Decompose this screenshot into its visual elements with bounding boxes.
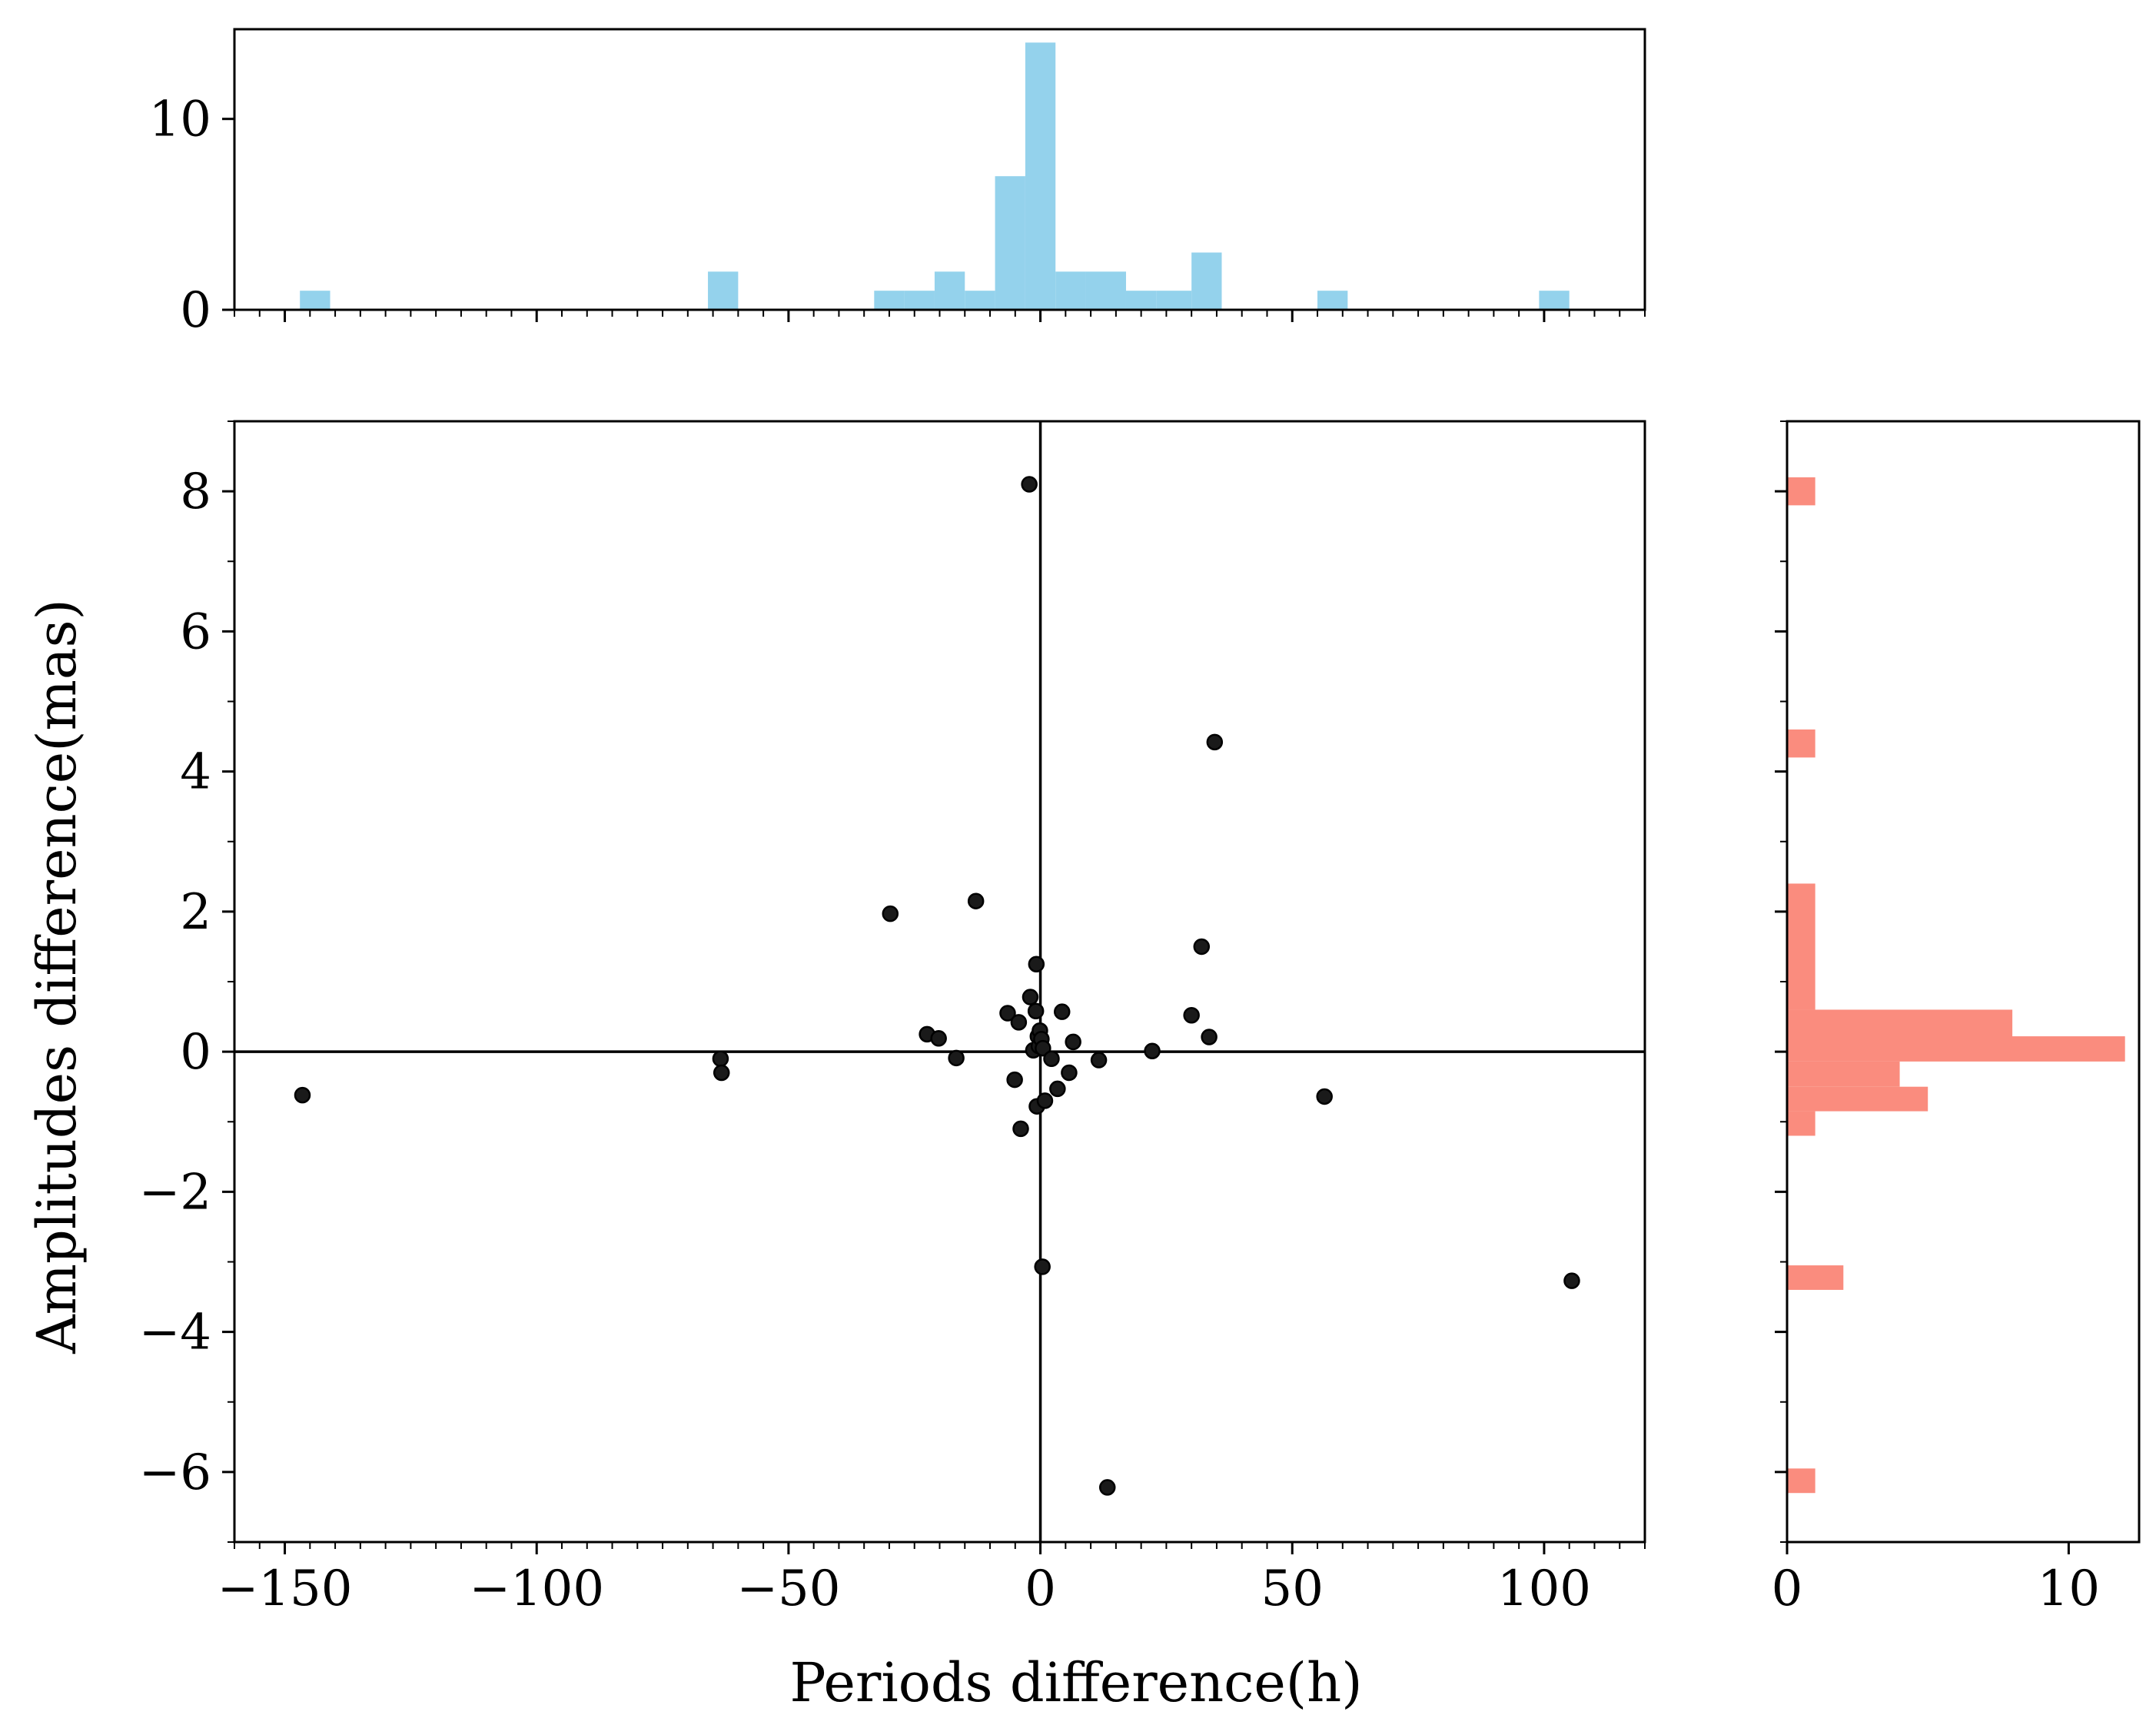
scatter-point-38 — [1563, 1272, 1580, 1289]
scatter-point-29 — [1065, 1033, 1081, 1051]
top-hist-bar-14 — [1539, 291, 1570, 310]
top-hist-bar-12 — [1191, 252, 1222, 310]
y-tick-label: 8 — [180, 464, 211, 520]
scatter-point-0 — [294, 1086, 311, 1104]
right-hist-bar-0 — [1787, 477, 1815, 506]
top-hist-bar-3 — [904, 291, 935, 310]
scatter-point-11 — [1012, 1120, 1029, 1138]
y-tick-label: 6 — [180, 603, 211, 660]
y-axis-title: Amplitudes difference(mas) — [25, 599, 88, 1354]
scatter-point-10 — [1010, 1014, 1028, 1031]
x-tick-label: −100 — [469, 1561, 604, 1617]
top-hist-bar-8 — [1055, 271, 1086, 310]
x-tick-label: −150 — [218, 1561, 353, 1617]
right-hist-bar-9 — [1787, 1468, 1815, 1494]
right-hist-bar-2 — [1787, 883, 1815, 1010]
scatter-point-34 — [1193, 938, 1211, 956]
scatter-point-23 — [1034, 1258, 1051, 1275]
scatter-point-15 — [1027, 1002, 1045, 1020]
scatter-point-31 — [1098, 1479, 1116, 1496]
scatter-point-7 — [967, 892, 985, 909]
right-histogram: 0 10 — [1772, 420, 2141, 1617]
y-tick-label: −4 — [139, 1305, 211, 1361]
y-tick-label: 2 — [180, 884, 211, 941]
y-tick-label: −6 — [139, 1444, 211, 1501]
top-hist-bar-11 — [1156, 291, 1192, 310]
scatter-point-9 — [1006, 1071, 1023, 1089]
scatter-point-32 — [1144, 1042, 1161, 1059]
right-hist-bar-8 — [1787, 1265, 1844, 1290]
scatter-point-5 — [930, 1030, 947, 1047]
right-hist-bar-7 — [1787, 1111, 1815, 1136]
scatter-point-26 — [1049, 1080, 1066, 1098]
top-y-tick-label: 0 — [180, 282, 211, 339]
scatter-point-35 — [1201, 1029, 1218, 1045]
scatter-point-1 — [712, 1050, 729, 1067]
top-hist-bar-4 — [934, 271, 965, 310]
top-y-tick-label: 10 — [149, 91, 211, 148]
y-tick-label: 4 — [180, 744, 211, 801]
scatter-point-8 — [999, 1005, 1016, 1022]
scatter-point-22 — [1035, 1039, 1051, 1057]
right-hist-bar-4 — [1787, 1036, 2125, 1062]
scatter-point-28 — [1061, 1064, 1078, 1082]
top-hist-bar-0 — [300, 291, 331, 310]
x-axis-title: Periods difference(h) — [789, 1651, 1362, 1714]
right-x-tick-label: 10 — [2038, 1561, 2100, 1617]
scatter-point-30 — [1090, 1052, 1108, 1069]
right-x-tick-label: 0 — [1772, 1561, 1803, 1617]
scatter-point-37 — [1316, 1088, 1333, 1105]
right-hist-frame — [1786, 420, 2141, 1544]
top-hist-bar-5 — [965, 291, 995, 310]
top-hist-bar-10 — [1125, 291, 1157, 310]
y-tick-label: 0 — [180, 1024, 211, 1081]
right-hist-bar-1 — [1787, 729, 1815, 758]
x-tick-label: 100 — [1497, 1561, 1591, 1617]
top-hist-bar-1 — [708, 271, 739, 310]
scatter-point-24 — [1036, 1092, 1054, 1109]
right-hist-bar-6 — [1787, 1086, 1928, 1112]
scatter-point-3 — [882, 905, 899, 922]
right-hist-bar-5 — [1787, 1061, 1900, 1087]
top-histogram: 0 10 — [149, 28, 1646, 339]
scatter-point-36 — [1206, 733, 1224, 751]
x-tick-label: −50 — [736, 1561, 840, 1617]
top-hist-frame — [233, 28, 1646, 311]
top-hist-bar-2 — [874, 291, 905, 310]
scatter-plot: −150 −100 −50 0 50 100 −6 −4 −2 0 2 4 6 8 — [139, 420, 1646, 1617]
scatter-point-27 — [1054, 1003, 1071, 1020]
top-hist-bar-6 — [995, 176, 1025, 310]
scatter-point-25 — [1043, 1050, 1060, 1067]
scatter-point-16 — [1028, 956, 1045, 972]
scatter-point-12 — [1021, 476, 1038, 493]
top-hist-bar-7 — [1025, 42, 1056, 310]
y-tick-label: −2 — [139, 1164, 211, 1221]
top-hist-bar-13 — [1317, 291, 1348, 310]
x-tick-label: 0 — [1025, 1561, 1056, 1617]
scatter-frame — [233, 420, 1646, 1544]
scatter-point-2 — [713, 1064, 730, 1082]
scatter-point-6 — [948, 1049, 965, 1067]
scatter-point-13 — [1022, 989, 1039, 1005]
top-hist-bar-9 — [1085, 271, 1126, 310]
x-tick-label: 50 — [1261, 1561, 1324, 1617]
scatter-point-33 — [1183, 1006, 1200, 1024]
